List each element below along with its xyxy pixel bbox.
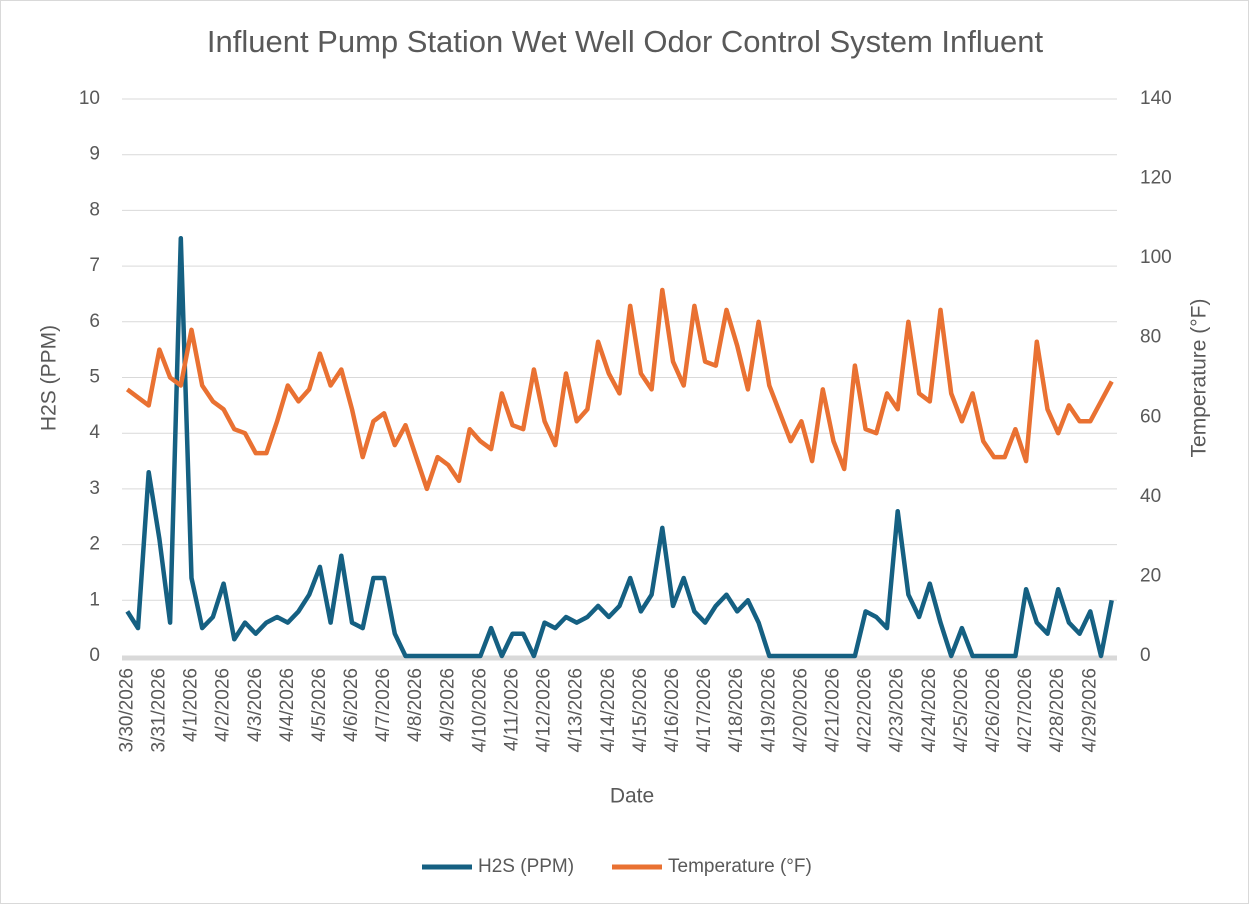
y-tick-label: 9 (89, 144, 100, 165)
y2-tick-label: 100 (1140, 247, 1172, 268)
x-tick-label: 4/12/2026 (534, 668, 555, 753)
y2-tick-label: 40 (1140, 486, 1161, 507)
x-tick-label: 4/25/2026 (951, 668, 972, 753)
x-tick-label: 4/17/2026 (694, 668, 715, 753)
y-tick-label: 10 (79, 88, 100, 109)
x-tick-label: 4/3/2026 (245, 668, 266, 742)
y2-tick-label: 120 (1140, 168, 1172, 189)
x-tick-label: 4/7/2026 (373, 668, 394, 742)
x-tick-label: 4/22/2026 (855, 668, 876, 753)
x-tick-label: 4/23/2026 (887, 668, 908, 753)
x-tick-label: 4/14/2026 (598, 668, 619, 753)
x-tick-label: 4/15/2026 (630, 668, 651, 753)
x-tick-label: 4/6/2026 (341, 668, 362, 742)
y2-tick-label: 80 (1140, 327, 1161, 348)
y-tick-label: 8 (89, 199, 100, 220)
x-tick-label: 3/30/2026 (116, 668, 137, 753)
x-tick-label: 4/9/2026 (437, 668, 458, 742)
x-tick-label: 4/2/2026 (213, 668, 234, 742)
y2-tick-label: 0 (1140, 645, 1151, 666)
series-line (125, 236, 1114, 659)
y-tick-label: 2 (89, 534, 100, 555)
x-tick-label: 4/8/2026 (405, 668, 426, 742)
x-tick-label: 4/27/2026 (1015, 668, 1036, 753)
y-tick-label: 5 (89, 367, 100, 388)
chart-title: Influent Pump Station Wet Well Odor Cont… (207, 24, 1044, 59)
x-tick-label: 4/10/2026 (469, 668, 490, 753)
y2-axis-title: Temperature (°F) (1188, 299, 1211, 458)
x-axis-title: Date (610, 785, 654, 808)
y-axis-title: H2S (PPM) (38, 325, 61, 431)
series-line (125, 287, 1114, 492)
x-tick-label: 4/1/2026 (181, 668, 202, 742)
x-tick-label: 4/28/2026 (1047, 668, 1068, 753)
x-tick-label: 4/21/2026 (822, 668, 843, 753)
x-tick-label: 4/20/2026 (790, 668, 811, 753)
legend-label: Temperature (°F) (668, 856, 812, 877)
x-tick-label: 4/16/2026 (662, 668, 683, 753)
x-tick-label: 4/24/2026 (919, 668, 940, 753)
x-tick-label: 4/19/2026 (758, 668, 779, 753)
y2-tick-label: 20 (1140, 565, 1161, 586)
y-tick-label: 1 (89, 589, 100, 610)
x-tick-label: 4/26/2026 (983, 668, 1004, 753)
y-tick-label: 3 (89, 478, 100, 499)
y-tick-label: 0 (89, 645, 100, 666)
x-tick-label: 4/13/2026 (566, 668, 587, 753)
y2-tick-label: 140 (1140, 88, 1172, 109)
y2-tick-label: 60 (1140, 406, 1161, 427)
legend-label: H2S (PPM) (478, 856, 574, 877)
x-tick-label: 4/18/2026 (726, 668, 747, 753)
x-tick-label: 4/11/2026 (502, 668, 523, 751)
x-tick-label: 4/5/2026 (309, 668, 330, 742)
x-tick-label: 4/4/2026 (277, 668, 298, 742)
y-tick-label: 7 (89, 255, 100, 276)
y-tick-label: 4 (89, 422, 100, 443)
x-tick-label: 4/29/2026 (1079, 668, 1100, 753)
y-tick-label: 6 (89, 311, 100, 332)
x-tick-label: 3/31/2026 (148, 668, 169, 753)
